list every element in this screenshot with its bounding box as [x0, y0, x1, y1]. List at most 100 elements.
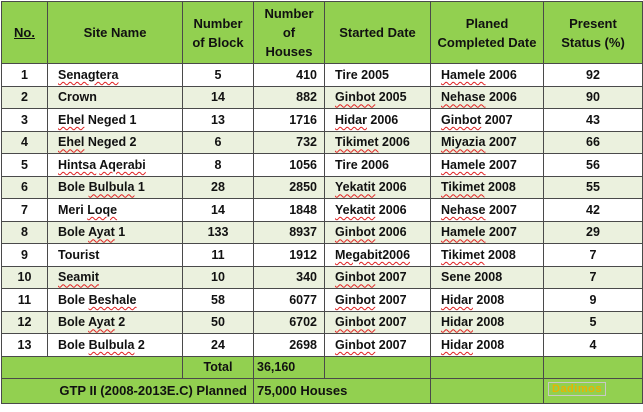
row-site-name: Tourist — [47, 243, 183, 267]
row-site-name: Hintsa Aqerabi — [47, 153, 183, 177]
watermark-text: Dadimos — [548, 381, 606, 396]
table-row: 4 Ehel Neged 2 6 732 Tikimet 2006 Miyazia 200… — [1, 130, 643, 154]
row-status: 4 — [543, 333, 643, 357]
row-started-date: Ginbot 2007 — [324, 333, 431, 357]
row-planned-date: Tikimet 2008 — [430, 175, 544, 199]
row-no: 3 — [1, 108, 48, 132]
row-status: 92 — [543, 63, 643, 87]
header-houses: Number of Houses — [253, 1, 325, 64]
row-houses: 6077 — [253, 288, 325, 312]
table-body: 1 Senagtera 5 410 Tire 2005 Hamele 2006 92 2 Cro… — [1, 63, 643, 357]
total-label: Total — [182, 355, 254, 379]
row-site-name: Ehel Neged 1 — [47, 108, 183, 132]
total-blank — [1, 355, 183, 379]
row-site-name: Bole Bulbula 2 — [47, 333, 183, 357]
row-houses: 6702 — [253, 310, 325, 334]
table-row: 6 Bole Bulbula 1 28 2850 Yekatit 2006 Tikimet… — [1, 175, 643, 199]
row-site-name: Seamit — [47, 265, 183, 289]
table-row: 13 Bole Bulbula 2 24 2698 Ginbot 2007 Hidar 2… — [1, 333, 643, 357]
table-row: 5 Hintsa Aqerabi 8 1056 Tire 2006 Hamele 2007… — [1, 153, 643, 177]
row-houses: 732 — [253, 130, 325, 154]
row-planned-date: Sene 2008 — [430, 265, 544, 289]
row-site-name: Ehel Neged 2 — [47, 130, 183, 154]
row-started-date: Ginbot 2007 — [324, 310, 431, 334]
header-site-name: Site Name — [47, 1, 183, 64]
total-blank-2 — [324, 355, 431, 379]
row-planned-date: Ginbot 2007 — [430, 108, 544, 132]
row-planned-date: Tikimet 2008 — [430, 243, 544, 267]
row-blocks: 8 — [182, 153, 254, 177]
row-houses: 8937 — [253, 220, 325, 244]
row-no: 7 — [1, 198, 48, 222]
row-planned-date: Hamele 2007 — [430, 220, 544, 244]
row-status: 43 — [543, 108, 643, 132]
header-row: No. Site Name Number of Block Number of … — [1, 1, 643, 64]
header-no: No. — [1, 1, 48, 64]
row-planned-date: Miyazia 2007 — [430, 130, 544, 154]
row-no: 12 — [1, 310, 48, 334]
row-houses: 2850 — [253, 175, 325, 199]
row-houses: 1716 — [253, 108, 325, 132]
row-planned-date: Hamele 2006 — [430, 63, 544, 87]
housing-sites-table: No. Site Name Number of Block Number of … — [1, 1, 643, 404]
row-blocks: 14 — [182, 198, 254, 222]
gtp-blank — [430, 377, 544, 404]
table-row: 12 Bole Ayat 2 50 6702 Ginbot 2007 Hidar 2008… — [1, 310, 643, 334]
total-row: Total 36,160 — [1, 355, 643, 379]
row-status: 90 — [543, 85, 643, 109]
row-status: 7 — [543, 243, 643, 267]
row-status: 55 — [543, 175, 643, 199]
row-planned-date: Hidar 2008 — [430, 333, 544, 357]
row-blocks: 24 — [182, 333, 254, 357]
gtp-row: GTP II (2008-2013E.C) Planned 75,000 Hou… — [1, 377, 643, 404]
row-no: 10 — [1, 265, 48, 289]
row-status: 66 — [543, 130, 643, 154]
table-row: 1 Senagtera 5 410 Tire 2005 Hamele 2006 92 — [1, 63, 643, 87]
header-started-date: Started Date — [324, 1, 431, 64]
row-site-name: Senagtera — [47, 63, 183, 87]
row-started-date: Yekatit 2006 — [324, 198, 431, 222]
row-blocks: 133 — [182, 220, 254, 244]
header-blocks: Number of Block — [182, 1, 254, 64]
row-started-date: Tikimet 2006 — [324, 130, 431, 154]
row-blocks: 13 — [182, 108, 254, 132]
row-site-name: Bole Ayat 1 — [47, 220, 183, 244]
row-started-date: Ginbot 2007 — [324, 265, 431, 289]
row-houses: 1056 — [253, 153, 325, 177]
row-started-date: Tire 2005 — [324, 63, 431, 87]
table-row: 8 Bole Ayat 1 133 8937 Ginbot 2006 Hamele 200… — [1, 220, 643, 244]
table-row: 10 Seamit 10 340 Ginbot 2007 Sene 2008 7 — [1, 265, 643, 289]
row-houses: 1912 — [253, 243, 325, 267]
row-status: 5 — [543, 310, 643, 334]
row-status: 7 — [543, 265, 643, 289]
row-status: 42 — [543, 198, 643, 222]
table-row: 3 Ehel Neged 1 13 1716 Hidar 2006 Ginbot 2007… — [1, 108, 643, 132]
total-blank-3 — [430, 355, 544, 379]
row-no: 8 — [1, 220, 48, 244]
row-site-name: Crown — [47, 85, 183, 109]
row-started-date: Ginbot 2006 — [324, 220, 431, 244]
row-started-date: Hidar 2006 — [324, 108, 431, 132]
row-blocks: 14 — [182, 85, 254, 109]
row-no: 11 — [1, 288, 48, 312]
row-site-name: Bole Beshale — [47, 288, 183, 312]
row-no: 9 — [1, 243, 48, 267]
row-status: 29 — [543, 220, 643, 244]
row-houses: 1848 — [253, 198, 325, 222]
header-planned-date: Planed Completed Date — [430, 1, 544, 64]
row-site-name: Meri Loqe — [47, 198, 183, 222]
row-blocks: 50 — [182, 310, 254, 334]
row-blocks: 28 — [182, 175, 254, 199]
row-houses: 410 — [253, 63, 325, 87]
row-no: 13 — [1, 333, 48, 357]
row-no: 4 — [1, 130, 48, 154]
row-houses: 2698 — [253, 333, 325, 357]
row-houses: 340 — [253, 265, 325, 289]
row-started-date: Ginbot 2005 — [324, 85, 431, 109]
row-planned-date: Hidar 2008 — [430, 310, 544, 334]
row-started-date: Tire 2006 — [324, 153, 431, 177]
watermark-cell: Dadimos — [543, 377, 643, 404]
table-row: 2 Crown 14 882 Ginbot 2005 Nehase 2006 90 — [1, 85, 643, 109]
row-blocks: 58 — [182, 288, 254, 312]
table-row: 7 Meri Loqe 14 1848 Yekatit 2006 Nehase 2007 4… — [1, 198, 643, 222]
